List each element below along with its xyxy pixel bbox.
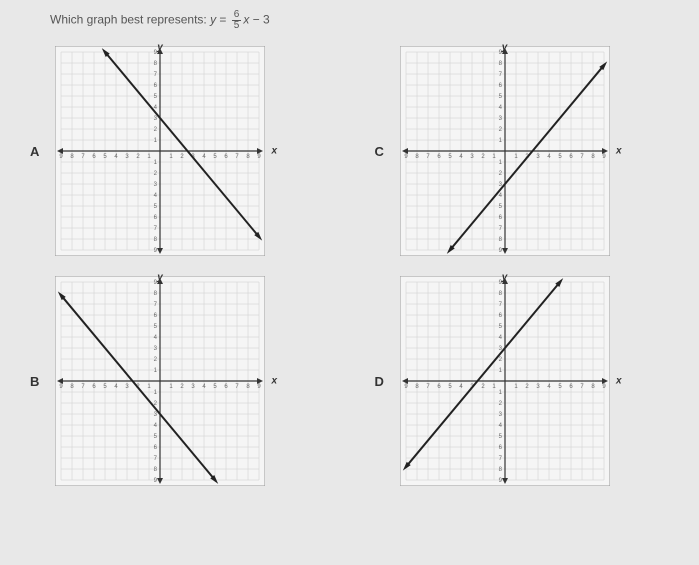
graph-C-wrapper: y x 998877665544332211112233445566778899	[400, 46, 610, 256]
graph-D: 998877665544332211112233445566778899	[400, 276, 610, 486]
option-D[interactable]: D y x 9988776655443322111122334455667788…	[375, 276, 670, 486]
graph-D-wrapper: y x 998877665544332211112233445566778899	[400, 276, 610, 486]
graph-B-wrapper: y x 998877665544332211112233445566778899	[55, 276, 265, 486]
answer-grid: A y x 9988776655443322111122334455667788…	[20, 46, 679, 486]
x-axis-label: x	[271, 376, 277, 387]
question-prefix: Which graph best represents:	[50, 13, 210, 27]
graph-B: 998877665544332211112233445566778899	[55, 276, 265, 486]
graph-C: 998877665544332211112233445566778899	[400, 46, 610, 256]
x-axis-label: x	[271, 146, 277, 157]
option-A[interactable]: A y x 9988776655443322111122334455667788…	[30, 46, 325, 256]
equation-rest: − 3	[249, 13, 269, 27]
question-text: Which graph best represents: y = 65x − 3	[20, 10, 679, 31]
equation-eq: =	[216, 13, 230, 27]
y-axis-label: y	[157, 42, 163, 53]
fraction-denominator: 5	[232, 21, 242, 31]
label-B: B	[30, 374, 45, 389]
y-axis-label: y	[502, 272, 508, 283]
equation-fraction: 65	[232, 10, 242, 31]
option-B[interactable]: B y x 9988776655443322111122334455667788…	[30, 276, 325, 486]
y-axis-label: y	[502, 42, 508, 53]
x-axis-label: x	[616, 146, 622, 157]
option-C[interactable]: C y x 9988776655443322111122334455667788…	[375, 46, 670, 256]
y-axis-label: y	[157, 272, 163, 283]
label-D: D	[375, 374, 390, 389]
graph-A-wrapper: y x 998877665544332211112233445566778899	[55, 46, 265, 256]
label-A: A	[30, 144, 45, 159]
x-axis-label: x	[616, 376, 622, 387]
label-C: C	[375, 144, 390, 159]
graph-A: 998877665544332211112233445566778899	[55, 46, 265, 256]
